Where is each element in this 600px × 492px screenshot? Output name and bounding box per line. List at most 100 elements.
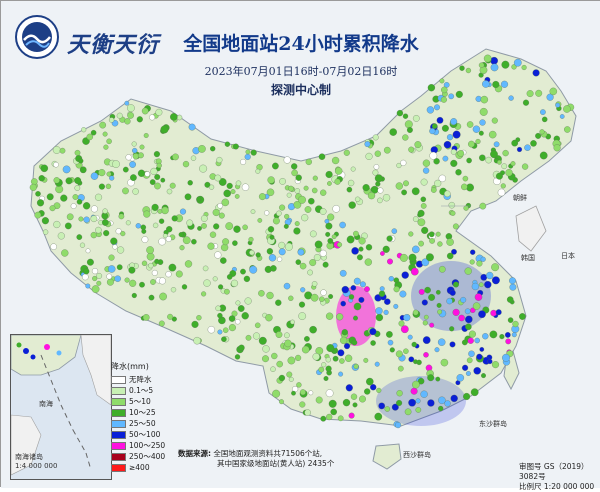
station-dot bbox=[359, 395, 366, 403]
station-dot bbox=[450, 159, 458, 167]
station-dot bbox=[215, 305, 221, 312]
station-dot bbox=[52, 146, 61, 154]
station-dot bbox=[364, 258, 372, 266]
station-dot bbox=[135, 223, 141, 229]
station-dot bbox=[297, 248, 305, 256]
station-dot bbox=[417, 377, 425, 385]
station-dot bbox=[438, 396, 446, 405]
station-dot bbox=[275, 331, 283, 338]
station-dot bbox=[286, 371, 293, 378]
station-dot bbox=[396, 399, 403, 407]
station-dot bbox=[370, 340, 376, 346]
place-nanhai: 南海 bbox=[39, 400, 53, 408]
station-dot bbox=[455, 90, 463, 98]
station-dot bbox=[384, 406, 391, 412]
station-dot bbox=[486, 271, 494, 280]
station-dot bbox=[465, 67, 472, 74]
station-dot bbox=[272, 162, 279, 170]
station-dot bbox=[505, 169, 513, 177]
station-dot bbox=[388, 276, 394, 282]
station-dot bbox=[326, 413, 333, 421]
station-dot bbox=[230, 279, 239, 287]
station-dot bbox=[526, 90, 534, 98]
station-dot bbox=[359, 281, 366, 288]
station-dot bbox=[463, 205, 469, 211]
station-dot bbox=[167, 313, 174, 320]
station-dot bbox=[427, 84, 436, 92]
station-dot bbox=[376, 387, 382, 393]
station-dot bbox=[497, 159, 502, 165]
station-dot bbox=[461, 339, 468, 346]
station-dot bbox=[320, 189, 327, 196]
station-dot bbox=[29, 183, 37, 191]
south-china-sea-inset: 南海诸岛 1:4 000 000 bbox=[10, 334, 112, 480]
station-dot bbox=[325, 357, 331, 363]
station-dot bbox=[410, 387, 418, 395]
station-dot bbox=[440, 358, 449, 367]
brand-name: 天衡天衍 bbox=[67, 32, 160, 58]
station-dot bbox=[258, 290, 265, 297]
station-dot bbox=[143, 133, 149, 138]
station-dot bbox=[299, 262, 307, 270]
station-dot bbox=[309, 259, 317, 267]
station-dot bbox=[311, 281, 318, 287]
station-dot bbox=[245, 334, 252, 341]
station-dot bbox=[217, 203, 223, 209]
station-dot bbox=[225, 222, 234, 230]
station-dot bbox=[541, 116, 548, 123]
legend-swatch bbox=[111, 430, 126, 439]
station-dot bbox=[283, 156, 291, 164]
station-dot bbox=[238, 344, 245, 351]
approval-number-label: 审图号 bbox=[519, 462, 542, 471]
legend-label: ≥400 bbox=[129, 463, 150, 472]
station-dot bbox=[79, 166, 87, 174]
station-dot bbox=[78, 158, 84, 164]
station-dot bbox=[304, 206, 312, 213]
station-dot bbox=[275, 299, 282, 306]
station-dot bbox=[79, 242, 86, 248]
station-dot bbox=[474, 293, 483, 301]
station-dot bbox=[158, 320, 165, 327]
station-dot bbox=[502, 353, 510, 362]
station-dot bbox=[74, 177, 82, 185]
legend-label: 无降水 bbox=[129, 375, 152, 384]
station-dot bbox=[125, 220, 131, 226]
station-dot bbox=[425, 253, 434, 262]
station-dot bbox=[450, 210, 456, 216]
station-dot bbox=[293, 227, 301, 235]
station-dot bbox=[222, 327, 229, 333]
station-dot bbox=[283, 223, 289, 229]
station-dot bbox=[107, 265, 116, 273]
station-dot bbox=[235, 319, 241, 325]
station-dot bbox=[334, 178, 341, 185]
station-dot bbox=[284, 332, 290, 339]
station-dot bbox=[476, 260, 483, 267]
station-dot bbox=[279, 178, 286, 185]
station-dot bbox=[456, 374, 465, 382]
legend-item: ≥400 bbox=[111, 462, 165, 473]
station-dot bbox=[184, 193, 192, 201]
legend-item: 250～400 bbox=[111, 451, 165, 462]
station-dot bbox=[241, 183, 250, 191]
station-dot bbox=[484, 280, 492, 289]
station-dot bbox=[322, 261, 329, 268]
station-dot bbox=[350, 166, 356, 172]
station-dot bbox=[196, 315, 202, 321]
station-dot bbox=[165, 271, 172, 278]
station-dot bbox=[255, 252, 261, 258]
station-dot bbox=[190, 155, 197, 161]
station-dot bbox=[312, 175, 318, 181]
station-dot bbox=[298, 301, 306, 308]
station-dot bbox=[179, 245, 185, 251]
station-dot bbox=[422, 159, 431, 167]
station-dot bbox=[444, 400, 451, 407]
station-dot bbox=[441, 86, 448, 94]
station-dot bbox=[426, 106, 435, 114]
station-dot bbox=[258, 193, 266, 201]
station-dot bbox=[85, 283, 91, 289]
station-dot bbox=[380, 251, 385, 256]
station-dot bbox=[217, 312, 223, 319]
station-dot bbox=[178, 232, 184, 238]
station-dot bbox=[62, 165, 71, 174]
station-dot bbox=[363, 357, 369, 363]
